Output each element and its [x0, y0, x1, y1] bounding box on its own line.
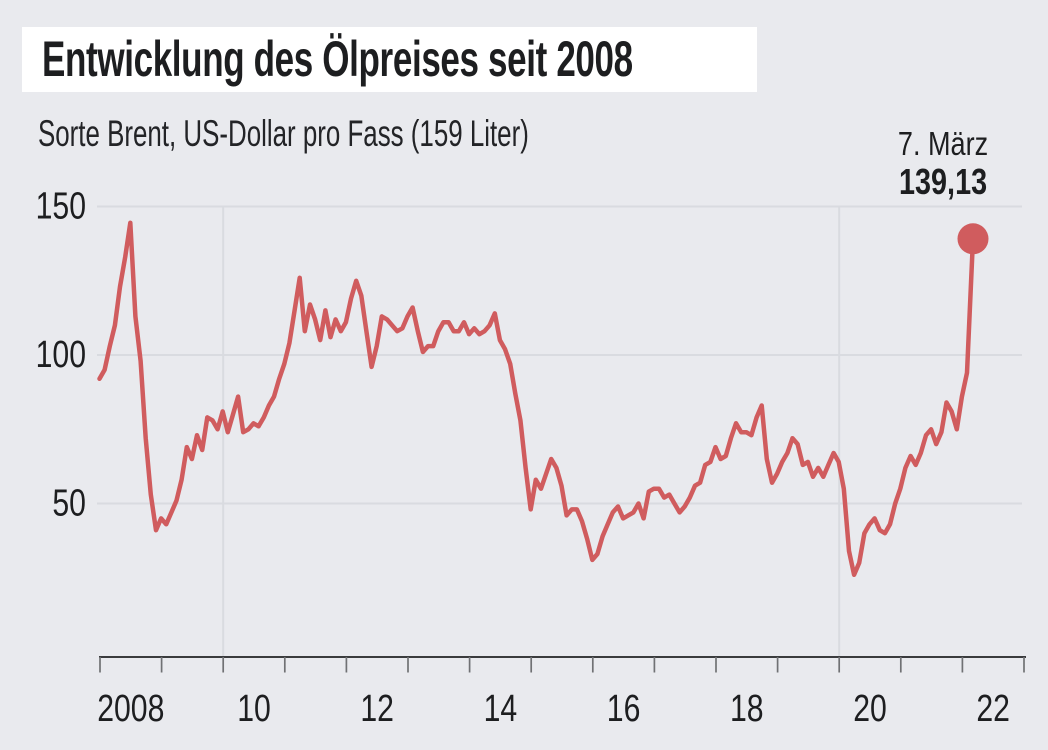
chart-title: Entwicklung des Ölpreises seit 2008 — [42, 31, 633, 87]
gridlines — [97, 205, 1022, 657]
annotation-date: 7. März — [897, 125, 989, 162]
x-tick-label: 14 — [484, 688, 518, 730]
chart-subtitle-row: Sorte Brent, US-Dollar pro Fass (159 Lit… — [38, 112, 739, 156]
x-tick-label: 16 — [607, 688, 641, 730]
annotation-value: 139,13 — [898, 161, 988, 202]
x-tick-label: 12 — [360, 688, 394, 730]
latest-value-annotation: 7. März 139,13 — [858, 126, 1028, 202]
x-tick-label: 10 — [237, 688, 271, 730]
x-axis — [99, 656, 1026, 673]
chart-subtitle: Sorte Brent, US-Dollar pro Fass (159 Lit… — [38, 113, 529, 154]
current-price-marker — [957, 223, 989, 255]
x-axis-labels: 2008 10 12 14 16 18 20 22 — [97, 688, 1010, 730]
x-tick-label: 2008 — [97, 688, 164, 730]
y-tick-label: 100 — [36, 334, 86, 376]
x-tick-label: 20 — [853, 688, 887, 730]
y-tick-label: 50 — [52, 483, 86, 525]
chart-title-box: Entwicklung des Ölpreises seit 2008 — [22, 27, 757, 92]
y-tick-label: 150 — [36, 186, 86, 228]
x-tick-label: 18 — [730, 688, 764, 730]
price-line — [97, 220, 976, 578]
y-axis-labels: 150 100 50 — [36, 186, 86, 525]
x-tick-label: 22 — [976, 688, 1010, 730]
